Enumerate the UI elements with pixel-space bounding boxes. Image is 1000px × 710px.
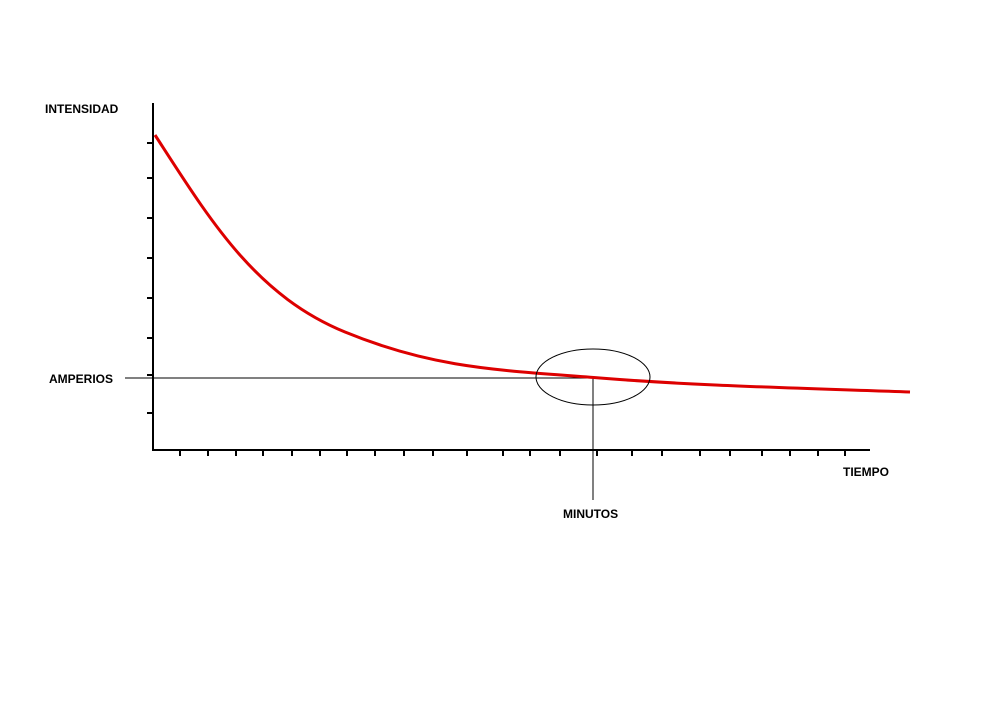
highlight-ellipse (535, 348, 651, 406)
decay-curve (153, 134, 911, 394)
y-axis-label: INTENSIDAD (45, 102, 119, 116)
y-ticks (147, 142, 153, 414)
x-ticks (179, 450, 846, 456)
y-marker-label: AMPERIOS (49, 372, 113, 386)
x-axis-label: TIEMPO (843, 465, 889, 479)
x-marker-label: MINUTOS (563, 507, 618, 521)
